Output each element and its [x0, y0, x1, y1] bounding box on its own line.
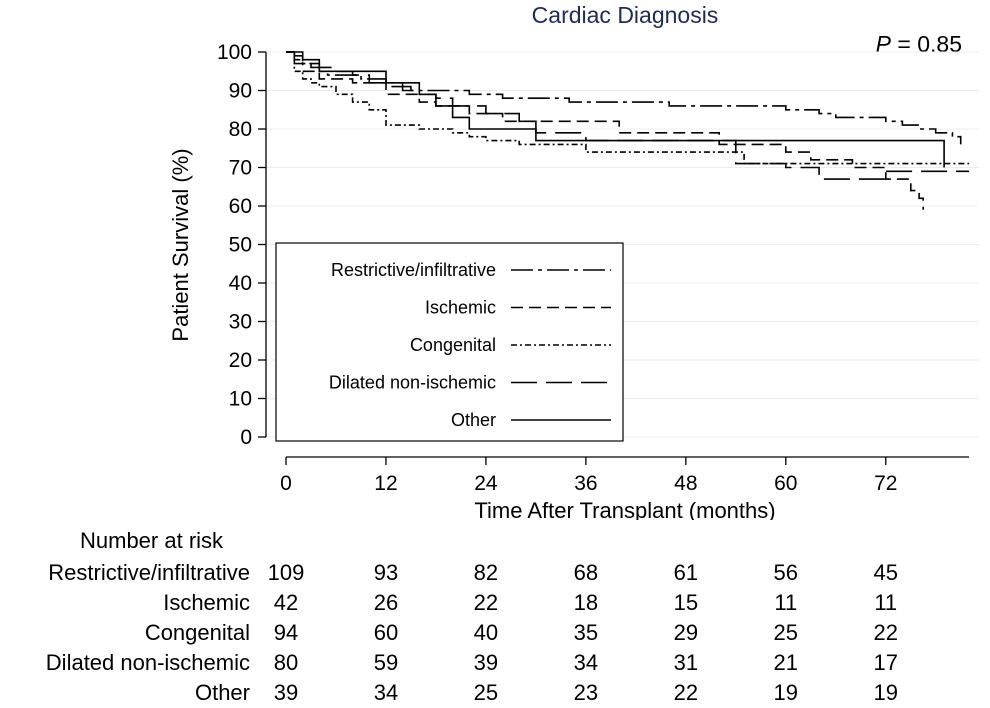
y-tick-label-90: 90: [229, 80, 252, 103]
risk-value-1-3: 18: [573, 590, 599, 615]
x-tick-label-0: 0: [280, 472, 292, 495]
y-tick-label-30: 30: [229, 311, 252, 334]
y-tick-label-10: 10: [229, 388, 252, 411]
risk-value-4-1: 34: [373, 680, 399, 705]
risk-row-label-0: Restrictive/infiltrative: [48, 560, 250, 585]
risk-value-0-0: 109: [267, 560, 305, 585]
risk-value-0-3: 68: [573, 560, 599, 585]
risk-value-2-0: 94: [273, 620, 299, 645]
risk-value-1-4: 15: [673, 590, 699, 615]
risk-value-3-5: 21: [773, 650, 799, 675]
x-tick-label-24: 24: [474, 472, 498, 495]
p-value-text: = 0.85: [891, 31, 962, 57]
risk-value-4-4: 22: [673, 680, 699, 705]
risk-value-0-2: 82: [473, 560, 499, 585]
y-tick-label-40: 40: [229, 272, 252, 295]
series-line-2: [286, 51, 970, 165]
risk-value-1-5: 11: [774, 590, 798, 615]
risk-value-2-5: 25: [773, 620, 799, 645]
risk-value-3-0: 80: [273, 650, 299, 675]
risk-value-0-1: 93: [373, 560, 399, 585]
series-group: [286, 51, 970, 210]
risk-value-1-1: 26: [373, 590, 399, 615]
risk-row-label-2: Congenital: [144, 620, 250, 645]
risk-value-4-0: 39: [273, 680, 299, 705]
x-tick-label-60: 60: [774, 472, 797, 495]
y-tick-label-100: 100: [217, 41, 252, 64]
x-axis-label: Time After Transplant (months): [474, 498, 775, 520]
risk-value-0-4: 61: [673, 560, 699, 585]
legend-label-0: Restrictive/infiltrative: [331, 260, 496, 280]
p-symbol: P: [876, 31, 892, 57]
x-tick-label-36: 36: [574, 472, 597, 495]
risk-value-1-0: 42: [273, 590, 299, 615]
series-line-1: [286, 51, 924, 210]
risk-value-2-4: 29: [673, 620, 699, 645]
risk-row-label-3: Dilated non-ischemic: [45, 650, 250, 675]
risk-row-label-1: Ischemic: [163, 590, 250, 615]
risk-value-3-1: 59: [373, 650, 399, 675]
x-tick-label-72: 72: [874, 472, 897, 495]
y-tick-label-80: 80: [229, 118, 252, 141]
series-line-0: [286, 51, 962, 145]
axes: 0 10 20 30 40 50 60 70 80 90 100 0 12 24 36 48 60 72: [217, 41, 970, 495]
y-axis-label: Patient Survival (%): [168, 148, 193, 341]
risk-value-3-3: 34: [573, 650, 599, 675]
legend-box: [275, 242, 624, 442]
risk-value-2-1: 60: [373, 620, 399, 645]
series-line-3: [286, 51, 970, 180]
y-tick-label-60: 60: [229, 195, 252, 218]
risk-row-label-4: Other: [194, 680, 250, 705]
y-tick-label-0: 0: [240, 426, 252, 449]
risk-value-4-3: 23: [573, 680, 599, 705]
legend-label-3: Dilated non-ischemic: [329, 373, 496, 393]
risk-value-4-5: 19: [773, 680, 799, 705]
risk-value-3-6: 17: [873, 650, 898, 675]
chart-title: Cardiac Diagnosis: [532, 2, 719, 28]
risk-value-1-6: 11: [874, 590, 898, 615]
risk-value-3-2: 39: [473, 650, 499, 675]
legend: Restrictive/infiltrative Ischemic Congenit…: [275, 242, 624, 442]
y-tick-label-20: 20: [229, 349, 252, 372]
p-value-annotation: P = 0.85: [876, 31, 962, 57]
risk-value-4-2: 25: [473, 680, 499, 705]
risk-value-0-5: 56: [773, 560, 799, 585]
x-tick-label-48: 48: [674, 472, 697, 495]
risk-value-2-3: 35: [573, 620, 599, 645]
legend-label-1: Ischemic: [425, 298, 496, 318]
y-tick-label-70: 70: [229, 157, 252, 180]
series-line-4: [286, 51, 945, 168]
risk-value-0-6: 45: [873, 560, 898, 585]
risk-value-3-4: 31: [673, 650, 699, 675]
legend-label-4: Other: [451, 410, 496, 430]
risk-value-2-6: 22: [873, 620, 898, 645]
survival-chart: Cardiac Diagnosis P = 0.85 0 10 20 30 40 50 60…: [168, 2, 980, 520]
risk-value-1-2: 22: [473, 590, 499, 615]
legend-label-2: Congenital: [410, 335, 496, 355]
y-tick-label-50: 50: [229, 234, 252, 257]
risk-table-header: Number at risk: [80, 528, 224, 553]
risk-value-4-6: 19: [873, 680, 898, 705]
risk-value-2-2: 40: [473, 620, 499, 645]
x-tick-label-12: 12: [374, 472, 397, 495]
